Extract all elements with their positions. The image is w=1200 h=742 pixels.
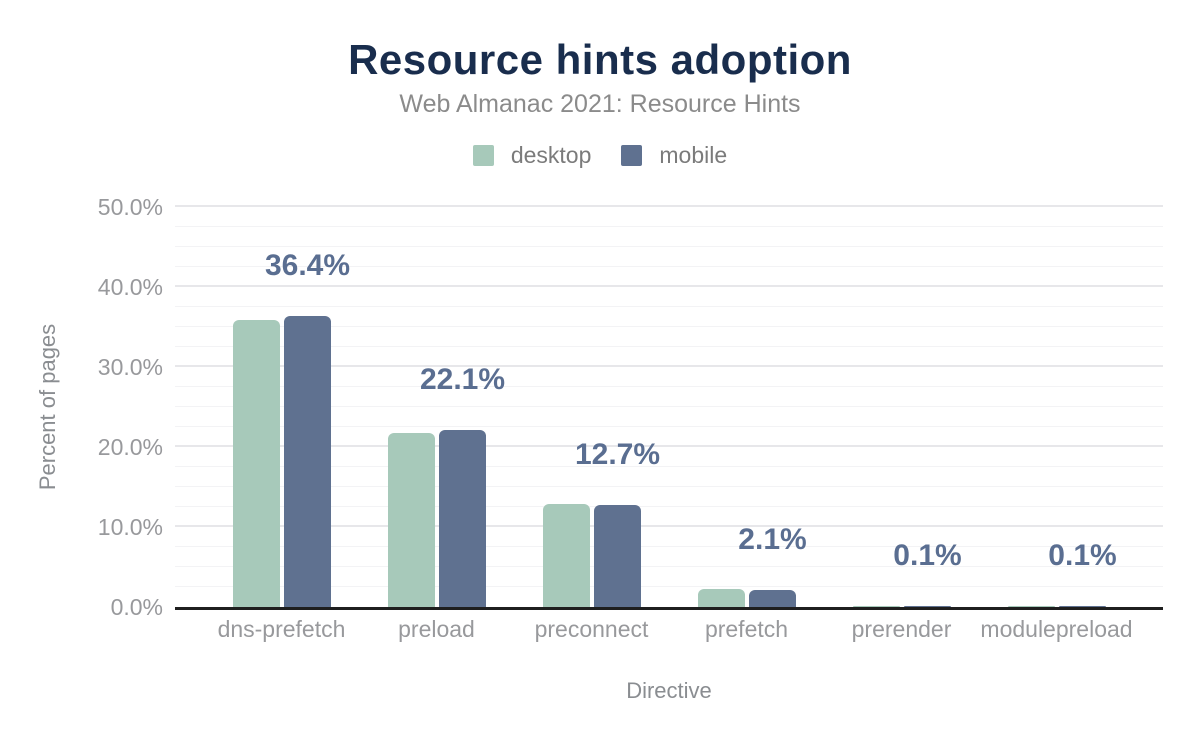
bar-pair-prerender	[824, 606, 979, 607]
x-axis-tick-labels: dns-prefetch preload preconnect prefetch pre…	[175, 616, 1163, 643]
y-tick-label: 0.0%	[110, 594, 163, 620]
major-gridline	[175, 525, 1163, 527]
minor-gridline	[175, 266, 1163, 267]
bar-pair-prefetch	[669, 588, 824, 607]
data-label-prefetch: 2.1%	[738, 523, 807, 557]
legend-swatch-mobile	[621, 145, 643, 166]
minor-gridline	[175, 586, 1163, 587]
x-axis-title: Directive	[626, 678, 712, 703]
category-column-modulepreload: 0.1%	[979, 207, 1134, 607]
major-gridline	[175, 285, 1163, 287]
bar-mobile-dns-prefetch	[283, 315, 331, 607]
legend-item-mobile: mobile	[621, 142, 727, 169]
major-gridline	[175, 445, 1163, 447]
x-tick-label-dns-prefetch: dns-prefetch	[217, 616, 346, 642]
data-label-modulepreload: 0.1%	[1048, 539, 1117, 573]
bar-desktop-modulepreload	[1007, 606, 1055, 607]
minor-gridline	[175, 506, 1163, 507]
bar-pair-modulepreload	[979, 606, 1134, 607]
data-label-prerender: 0.1%	[893, 539, 962, 573]
y-tick-label: 30.0%	[97, 354, 163, 380]
bar-mobile-preload	[438, 430, 486, 607]
y-tick-label: 50.0%	[97, 194, 163, 220]
data-label-dns-prefetch: 36.4%	[264, 248, 351, 282]
major-gridline	[175, 365, 1163, 367]
data-label-preconnect: 12.7%	[574, 438, 661, 472]
legend: desktop mobile	[0, 142, 1200, 169]
bar-mobile-preconnect	[593, 505, 641, 607]
x-tick-label-preconnect: preconnect	[534, 616, 649, 642]
minor-gridline	[175, 566, 1163, 567]
x-tick-label-modulepreload: modulepreload	[980, 616, 1133, 642]
x-tick-label-preload: preload	[398, 616, 475, 642]
y-tick-label: 20.0%	[97, 434, 163, 460]
minor-gridline	[175, 246, 1163, 247]
bar-desktop-preconnect	[542, 503, 590, 607]
legend-item-desktop: desktop	[472, 142, 592, 169]
category-column-prefetch: 2.1%	[669, 207, 824, 607]
minor-gridline	[175, 486, 1163, 487]
x-tick-label-prefetch: prefetch	[704, 616, 789, 642]
bar-mobile-prerender	[903, 606, 951, 607]
minor-gridline	[175, 386, 1163, 387]
minor-gridline	[175, 466, 1163, 467]
category-column-preload: 22.1%	[359, 207, 514, 607]
minor-gridline	[175, 546, 1163, 547]
minor-gridline	[175, 326, 1163, 327]
minor-gridline	[175, 226, 1163, 227]
x-tick-label-prerender: prerender	[851, 616, 952, 642]
bar-desktop-preload	[387, 432, 435, 607]
category-column-dns-prefetch: 36.4%	[204, 207, 359, 607]
bar-pair-dns-prefetch	[204, 315, 359, 607]
bar-desktop-prefetch	[697, 588, 745, 607]
bar-desktop-prerender	[852, 606, 900, 607]
minor-gridline	[175, 306, 1163, 307]
minor-gridline	[175, 346, 1163, 347]
chart-subtitle: Web Almanac 2021: Resource Hints	[399, 90, 801, 118]
legend-label-mobile: mobile	[659, 142, 728, 168]
minor-gridline	[175, 406, 1163, 407]
y-tick-label: 10.0%	[97, 514, 163, 540]
minor-gridline	[175, 426, 1163, 427]
plot-area: 36.4% 22.1% 12.7% 2.1% 0.1% 0.1%	[175, 205, 1163, 610]
bar-desktop-dns-prefetch	[232, 319, 280, 607]
y-tick-label: 40.0%	[97, 274, 163, 300]
chart-title: Resource hints adoption	[348, 36, 852, 83]
legend-swatch-desktop	[472, 145, 494, 166]
bar-mobile-prefetch	[748, 590, 796, 607]
category-column-preconnect: 12.7%	[514, 207, 669, 607]
y-axis-title: Percent of pages	[35, 323, 60, 491]
category-column-prerender: 0.1%	[824, 207, 979, 607]
major-gridline	[175, 205, 1163, 207]
bar-mobile-modulepreload	[1058, 606, 1106, 607]
bar-pair-preload	[359, 430, 514, 607]
data-label-preload: 22.1%	[419, 363, 506, 397]
legend-label-desktop: desktop	[510, 142, 592, 168]
bar-pair-preconnect	[514, 503, 669, 607]
category-columns: 36.4% 22.1% 12.7% 2.1% 0.1% 0.1%	[175, 207, 1163, 607]
